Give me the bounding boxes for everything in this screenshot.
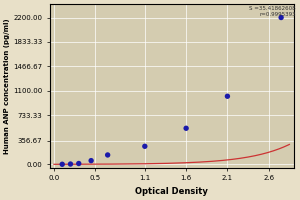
Point [279, 16, 283, 19]
Y-axis label: Human ANP concentration (pg/ml): Human ANP concentration (pg/ml) [4, 18, 10, 154]
X-axis label: Optical Density: Optical Density [135, 187, 208, 196]
Point [76, 162, 81, 165]
Point [60, 163, 64, 166]
Text: S =35.41862608
r=0.9995393: S =35.41862608 r=0.9995393 [249, 6, 296, 17]
Point [68, 162, 73, 166]
Point [225, 95, 230, 98]
Point [184, 127, 188, 130]
Point [89, 159, 94, 162]
Point [105, 153, 110, 157]
Point [142, 145, 147, 148]
